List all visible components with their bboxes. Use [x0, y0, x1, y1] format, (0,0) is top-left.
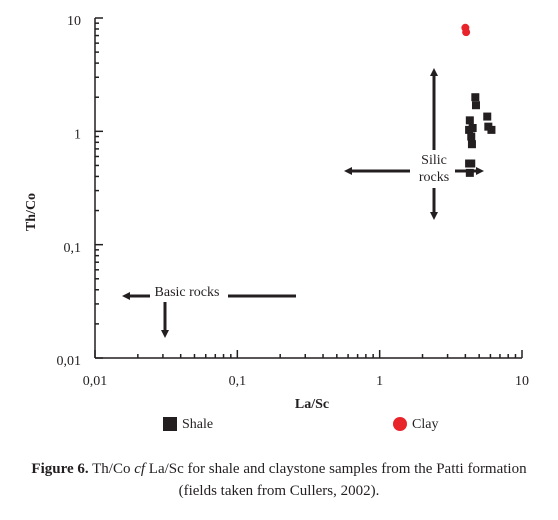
legend-label: Shale: [182, 417, 213, 432]
y-axis-label: Th/Co: [24, 193, 39, 231]
caption-text: Th/Co: [92, 461, 131, 477]
point: [462, 28, 471, 37]
x-axis-label: La/Sc: [295, 397, 329, 412]
x-tick-label: 0,01: [83, 374, 108, 389]
annotation: Silic: [421, 153, 447, 168]
legend-swatch: [163, 417, 177, 431]
y-tick-label: 0,1: [64, 241, 82, 256]
caption-text: La/Sc for shale and claystone samples fr…: [148, 461, 527, 477]
caption-text: (fields taken from Cullers, 2002).: [178, 483, 380, 499]
annotation: Basic rocks: [155, 285, 220, 300]
field-arrows: [122, 68, 484, 338]
x-tick-label: 10: [515, 374, 529, 389]
legend-swatch: [393, 417, 407, 431]
point: [471, 101, 480, 110]
x-tick-label: 0,1: [229, 374, 247, 389]
legend-label: Clay: [412, 417, 438, 432]
point: [467, 159, 476, 168]
y-tick-label: 1: [74, 128, 81, 143]
y-tick-label: 10: [67, 14, 81, 29]
caption-label: Figure 6.: [31, 461, 89, 477]
point: [487, 125, 496, 134]
point: [465, 168, 474, 177]
point: [465, 116, 474, 125]
caption: Figure 6. Th/Co cf La/Sc for shale and c…: [0, 458, 558, 502]
caption-text: cf: [134, 461, 146, 477]
point: [467, 140, 476, 149]
y-tick-label: 0,01: [57, 354, 82, 369]
point: [483, 112, 492, 121]
point: [471, 93, 480, 102]
point: [467, 132, 476, 141]
x-tick-label: 1: [376, 374, 383, 389]
point: [468, 124, 477, 133]
annotation: rocks: [419, 170, 449, 185]
chart: Basic rocks Silic rocks La/Sc Th/Co 0,01…: [24, 14, 529, 432]
